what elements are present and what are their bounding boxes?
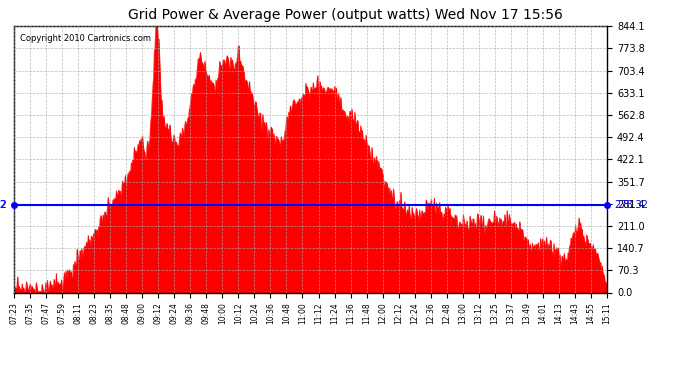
Text: 278.32: 278.32 <box>0 200 7 210</box>
Text: 278.32: 278.32 <box>0 200 6 210</box>
Text: 278.32: 278.32 <box>614 200 648 210</box>
Text: Copyright 2010 Cartronics.com: Copyright 2010 Cartronics.com <box>20 34 150 43</box>
Text: Grid Power & Average Power (output watts) Wed Nov 17 15:56: Grid Power & Average Power (output watts… <box>128 8 562 21</box>
